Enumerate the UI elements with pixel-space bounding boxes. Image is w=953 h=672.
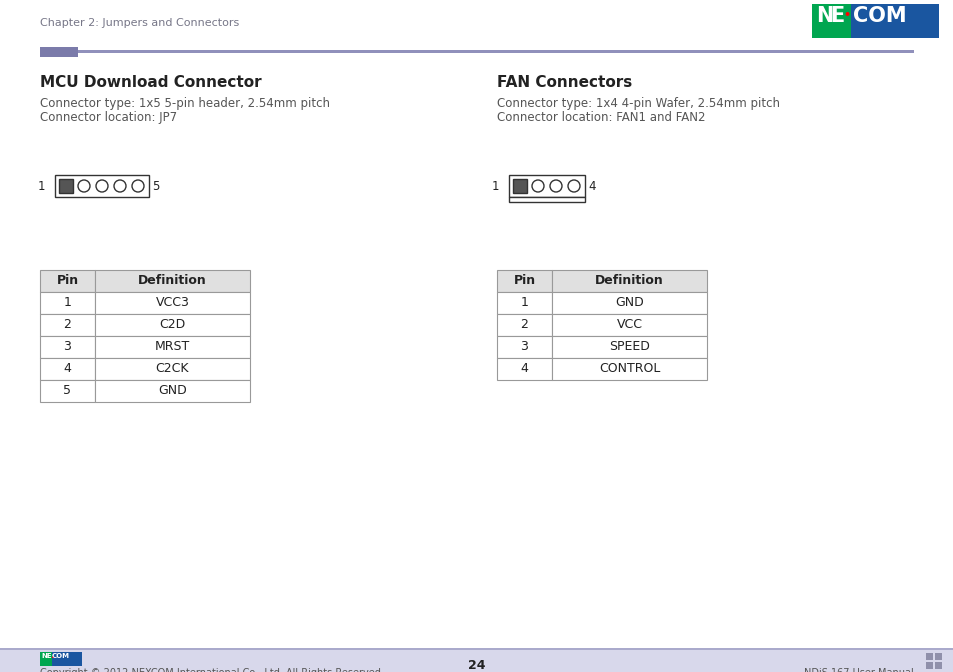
Text: 4: 4 bbox=[64, 362, 71, 376]
Text: 2: 2 bbox=[520, 319, 528, 331]
Bar bbox=[850, 4, 938, 38]
Text: GND: GND bbox=[158, 384, 187, 398]
Bar bbox=[40, 336, 95, 358]
Text: MRST: MRST bbox=[154, 341, 190, 353]
Circle shape bbox=[532, 180, 543, 192]
Text: 24: 24 bbox=[468, 659, 485, 672]
Text: E: E bbox=[829, 6, 843, 26]
Text: 5: 5 bbox=[64, 384, 71, 398]
Text: Definition: Definition bbox=[138, 274, 207, 288]
Text: Connector location: FAN1 and FAN2: Connector location: FAN1 and FAN2 bbox=[497, 111, 705, 124]
Bar bbox=[497, 336, 552, 358]
Text: CONTROL: CONTROL bbox=[598, 362, 659, 376]
Text: Connector location: JP7: Connector location: JP7 bbox=[40, 111, 177, 124]
Bar bbox=[0, 648, 953, 672]
Text: N: N bbox=[815, 6, 833, 26]
Text: •: • bbox=[842, 10, 849, 20]
Text: COM: COM bbox=[52, 653, 70, 659]
Bar bbox=[40, 652, 54, 666]
Bar bbox=[52, 652, 82, 666]
Bar bbox=[934, 653, 941, 660]
Bar bbox=[552, 314, 706, 336]
Bar bbox=[40, 47, 78, 57]
Circle shape bbox=[550, 180, 561, 192]
Bar bbox=[509, 197, 584, 202]
Text: 3: 3 bbox=[520, 341, 528, 353]
Circle shape bbox=[567, 180, 579, 192]
Bar bbox=[497, 270, 552, 292]
Bar bbox=[925, 662, 932, 669]
Circle shape bbox=[96, 180, 108, 192]
Text: 1: 1 bbox=[491, 179, 498, 192]
Bar bbox=[0, 648, 953, 650]
Bar bbox=[497, 292, 552, 314]
Bar bbox=[95, 358, 250, 380]
Bar bbox=[497, 358, 552, 380]
Bar bbox=[40, 358, 95, 380]
Text: VCC3: VCC3 bbox=[155, 296, 190, 310]
Bar bbox=[95, 380, 250, 402]
Text: NE: NE bbox=[41, 653, 51, 659]
Bar bbox=[55, 175, 149, 197]
Circle shape bbox=[78, 180, 90, 192]
Bar bbox=[552, 292, 706, 314]
Text: Definition: Definition bbox=[595, 274, 663, 288]
Text: SPEED: SPEED bbox=[608, 341, 649, 353]
Text: C2D: C2D bbox=[159, 319, 186, 331]
Text: 1: 1 bbox=[64, 296, 71, 310]
Bar bbox=[925, 653, 932, 660]
Bar bbox=[552, 358, 706, 380]
Text: 5: 5 bbox=[152, 179, 159, 192]
Text: Connector type: 1x5 5-pin header, 2.54mm pitch: Connector type: 1x5 5-pin header, 2.54mm… bbox=[40, 97, 330, 110]
Text: 1: 1 bbox=[37, 179, 45, 192]
Bar bbox=[497, 314, 552, 336]
Text: 4: 4 bbox=[587, 179, 595, 192]
Bar bbox=[95, 292, 250, 314]
Text: Connector type: 1x4 4-pin Wafer, 2.54mm pitch: Connector type: 1x4 4-pin Wafer, 2.54mm … bbox=[497, 97, 780, 110]
Bar bbox=[40, 380, 95, 402]
Text: •: • bbox=[50, 655, 53, 660]
Bar bbox=[934, 662, 941, 669]
Bar bbox=[509, 175, 584, 197]
Text: 4: 4 bbox=[520, 362, 528, 376]
Circle shape bbox=[113, 180, 126, 192]
Text: Copyright © 2012 NEXCOM International Co., Ltd. All Rights Reserved.: Copyright © 2012 NEXCOM International Co… bbox=[40, 668, 383, 672]
Text: 3: 3 bbox=[64, 341, 71, 353]
Text: VCC: VCC bbox=[616, 319, 641, 331]
Bar bbox=[95, 336, 250, 358]
Circle shape bbox=[132, 180, 144, 192]
Bar bbox=[552, 270, 706, 292]
Bar bbox=[513, 179, 526, 193]
Bar bbox=[78, 50, 913, 53]
Text: Pin: Pin bbox=[513, 274, 535, 288]
Text: 1: 1 bbox=[520, 296, 528, 310]
Bar bbox=[552, 336, 706, 358]
Text: NDiS 167 User Manual: NDiS 167 User Manual bbox=[803, 668, 913, 672]
Bar bbox=[40, 270, 95, 292]
Text: Pin: Pin bbox=[56, 274, 78, 288]
Bar bbox=[95, 314, 250, 336]
Bar bbox=[95, 270, 250, 292]
Text: GND: GND bbox=[615, 296, 643, 310]
Bar bbox=[40, 292, 95, 314]
Text: Chapter 2: Jumpers and Connectors: Chapter 2: Jumpers and Connectors bbox=[40, 18, 239, 28]
Text: FAN Connectors: FAN Connectors bbox=[497, 75, 632, 90]
Bar bbox=[59, 179, 73, 193]
Text: C2CK: C2CK bbox=[155, 362, 189, 376]
Text: COM: COM bbox=[852, 6, 905, 26]
Bar bbox=[40, 314, 95, 336]
Bar bbox=[811, 4, 853, 38]
Text: MCU Download Connector: MCU Download Connector bbox=[40, 75, 261, 90]
Text: 2: 2 bbox=[64, 319, 71, 331]
